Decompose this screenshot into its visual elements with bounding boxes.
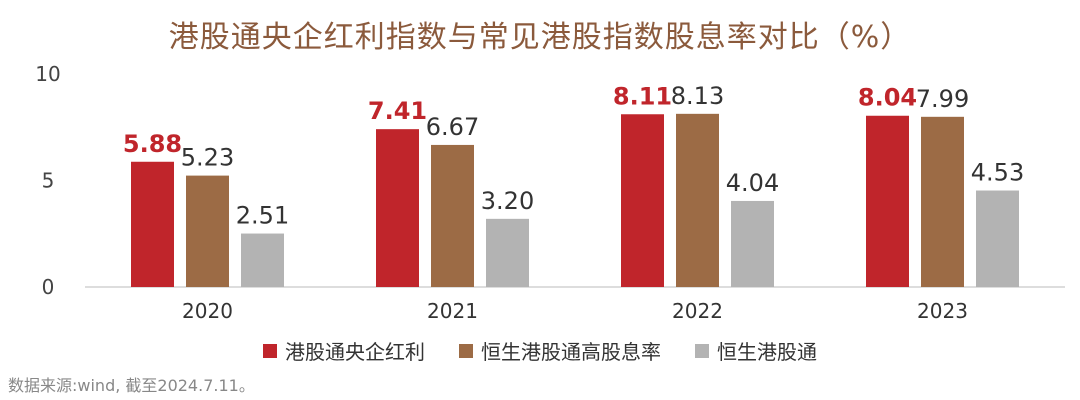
data-label: 3.20 [481,187,534,215]
bar [376,129,419,287]
data-label: 4.53 [971,159,1024,187]
data-label: 7.99 [916,85,969,113]
y-tick-label: 5 [42,169,55,193]
bar [731,200,774,287]
chart-legend: 港股通央企红利 恒生港股通高股息率 恒生港股通 [0,336,1080,365]
legend-swatch [695,343,709,358]
legend-swatch [459,343,473,358]
bar [241,233,284,287]
y-tick-label: 0 [42,275,55,299]
legend-swatch [263,343,277,358]
bar [186,175,229,287]
data-label: 5.88 [123,130,182,158]
x-tick-label: 2021 [427,299,478,323]
bar [976,190,1019,287]
bar [866,115,909,287]
bar [621,114,664,287]
legend-label: 恒生港股通高股息率 [481,340,661,364]
source-note: 数据来源:wind, 截至2024.7.11。 [8,376,255,395]
data-label: 5.23 [181,144,234,172]
x-tick-label: 2020 [182,299,233,323]
legend-label: 恒生港股通 [717,340,817,364]
bar-chart: 0 5 10 5.885.23 2.51 2020 7.416.67 3.20 2021 8.11… [35,62,1065,323]
bar [676,113,719,288]
x-tick-label: 2023 [917,299,968,323]
data-label: 6.67 [426,113,479,141]
data-label: 8.11 [613,82,672,110]
data-label: 4.04 [726,169,779,197]
y-tick-label: 10 [35,62,60,86]
data-label: 8.13 [671,82,724,110]
bar [486,218,529,287]
legend-label: 港股通央企红利 [285,340,425,364]
data-label: 2.51 [236,202,289,230]
data-label: 7.41 [368,97,427,125]
legend-item: 恒生港股通 [695,336,817,365]
bar [131,161,174,287]
bar [431,144,474,287]
legend-item: 港股通央企红利 [263,336,425,365]
bar [921,116,964,287]
x-tick-label: 2022 [672,299,723,323]
chart-title: 港股通央企红利指数与常见港股指数股息率对比（%） [168,20,912,55]
legend-item: 恒生港股通高股息率 [459,336,661,365]
data-label: 8.04 [858,84,917,112]
